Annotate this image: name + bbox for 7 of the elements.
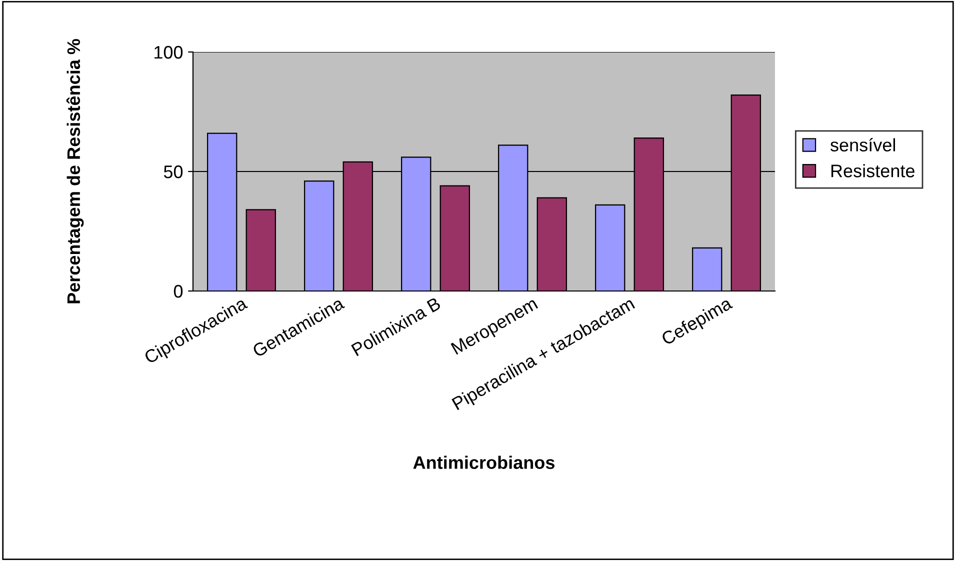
y-tick-label: 50 <box>164 165 183 178</box>
legend-label: Resistente <box>831 164 914 178</box>
x-axis-title: Antimicrobianos <box>413 456 554 469</box>
y-tick-label: 0 <box>174 284 183 298</box>
legend-label: sensível <box>830 138 895 152</box>
y-tick-label: 100 <box>154 46 183 59</box>
y-axis-title: Percentagem de Resistência % <box>66 39 84 304</box>
